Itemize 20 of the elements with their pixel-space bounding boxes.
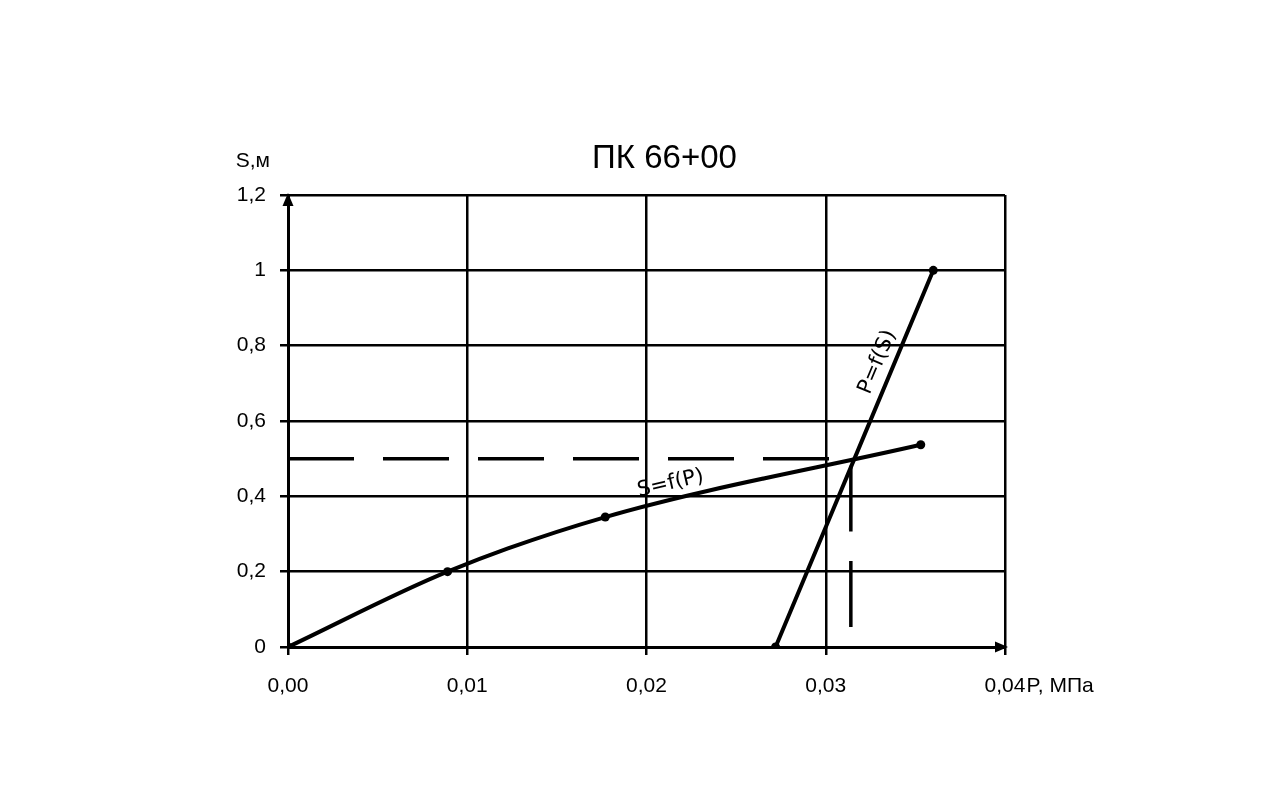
y-tick-label: 0,6 (236, 407, 266, 431)
y-tick-label: 0,2 (236, 558, 266, 582)
y-tick-label: 0 (254, 633, 266, 657)
y-tick-label: 0,8 (236, 332, 266, 356)
y-tick-label: 0,4 (236, 483, 267, 507)
x-tick-label: 0,01 (446, 673, 488, 697)
y-tick-label: 1 (254, 257, 266, 281)
point (600, 512, 610, 522)
x-tick-label: 0,03 (805, 673, 847, 697)
point (916, 440, 926, 450)
x-axis-title: P, МПа (1026, 673, 1094, 697)
chart-title: ПК 66+00 (592, 138, 737, 176)
x-tick-label: 0,02 (626, 673, 667, 697)
y-axis-title: S,м (235, 147, 270, 171)
text: S=f(P) (634, 462, 706, 502)
point (928, 265, 938, 275)
point (443, 567, 453, 577)
x-tick-label: 0,00 (267, 673, 309, 697)
y-tick-label: 1,2 (236, 181, 266, 205)
x-tick-label: 0,04 (984, 673, 1026, 697)
